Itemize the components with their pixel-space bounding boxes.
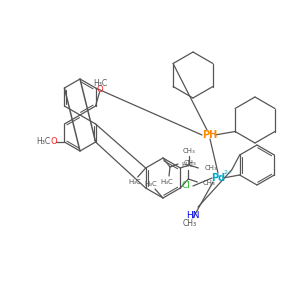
Text: O: O [50,136,57,146]
Text: H₃C: H₃C [145,181,158,187]
Text: CH₃: CH₃ [184,160,197,166]
Text: Pd: Pd [211,173,225,183]
Text: Cl: Cl [181,182,190,190]
Text: CH₃: CH₃ [204,165,217,171]
Text: H₃C: H₃C [94,79,108,88]
Text: CH₃: CH₃ [183,220,197,229]
Text: H₃C: H₃C [181,162,194,168]
Text: H₃C: H₃C [128,179,141,185]
Text: H₃C: H₃C [36,136,50,146]
Text: O: O [96,85,103,94]
Text: HN: HN [186,211,200,220]
Text: PH: PH [202,130,217,140]
Text: 2+: 2+ [224,170,233,175]
Text: CH₃: CH₃ [202,180,215,186]
Text: H₃C: H₃C [160,179,173,185]
Text: CH₃: CH₃ [183,148,196,154]
